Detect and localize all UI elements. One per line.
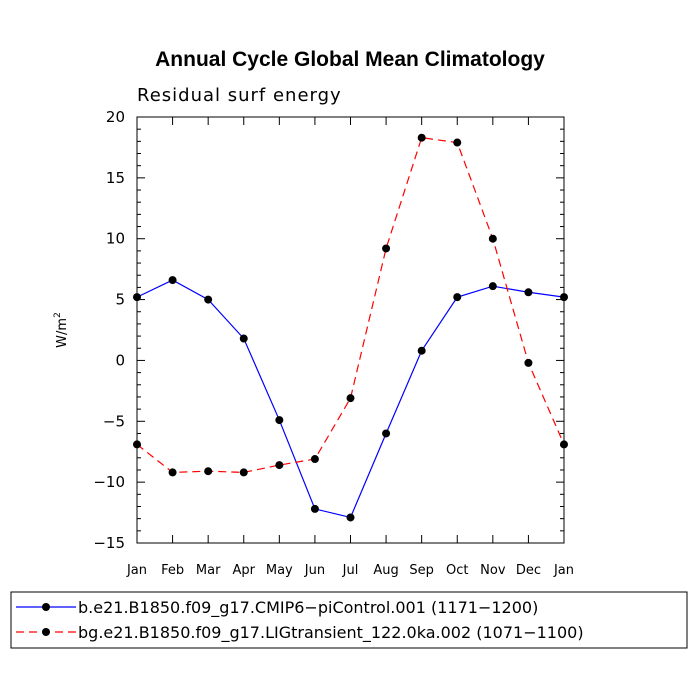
x-tick-label: Feb	[161, 563, 184, 578]
y-tick-label: 0	[115, 351, 125, 369]
legend-marker-2	[42, 628, 50, 636]
series-1-point	[133, 293, 141, 302]
x-tick-label: Nov	[480, 563, 506, 578]
series-1-point	[417, 346, 426, 355]
series-1-point	[239, 334, 248, 343]
series-2-point	[204, 467, 213, 476]
series-1-point	[560, 293, 568, 302]
series-2-point	[560, 440, 568, 449]
legend: b.e21.B1850.f09_g17.CMIP6−piControl.001 …	[10, 591, 688, 649]
series-2-point	[346, 394, 355, 403]
y-tick-label: −5	[103, 412, 125, 430]
series-2-point	[524, 358, 533, 367]
series-1-point	[382, 429, 391, 438]
x-tick-label: Jan	[553, 563, 574, 578]
legend-label-1: b.e21.B1850.f09_g17.CMIP6−piControl.001 …	[78, 598, 538, 618]
series-1-point	[168, 276, 177, 285]
x-tick-label: Jul	[342, 563, 359, 578]
series-2-point	[133, 440, 141, 449]
x-tick-label: Aug	[373, 563, 398, 578]
series-1-point	[275, 416, 284, 425]
x-tick-label: Jan	[126, 563, 147, 578]
plot-frame	[136, 116, 565, 544]
x-tick-label: Oct	[446, 563, 468, 578]
series-1-point	[346, 513, 355, 522]
y-tick-label: 5	[115, 291, 125, 309]
chart-title: Annual Cycle Global Mean Climatology	[155, 48, 545, 71]
x-tick-label: Dec	[516, 563, 541, 578]
ticks: −15 −10 −5 0 5 10 15 20 Jan Feb Mar Apr May Jun Jul Aug…	[93, 108, 574, 578]
x-tick-label: Sep	[409, 563, 434, 578]
chart-subtitle: Residual surf energy	[137, 85, 342, 106]
y-tick-label: 20	[106, 108, 125, 126]
y-tick-label: 15	[106, 169, 125, 187]
y-axis-label-text: W/m	[55, 318, 70, 348]
series-1-point	[453, 293, 462, 302]
series-2-point	[453, 138, 462, 147]
axes	[136, 116, 565, 544]
series-2-point	[488, 234, 497, 243]
legend-box	[10, 591, 688, 649]
series-1-point	[488, 282, 497, 291]
y-axis-label: W/m2	[53, 312, 70, 348]
series-2-point	[275, 461, 284, 470]
x-tick-label: Apr	[233, 563, 256, 578]
x-tick-label: Mar	[196, 563, 221, 578]
series-1-point	[204, 295, 213, 304]
y-tick-label: −10	[93, 473, 125, 491]
series-2-point	[382, 244, 391, 253]
series	[133, 133, 568, 522]
y-tick-label: 10	[106, 230, 125, 248]
series-2-point	[168, 468, 177, 477]
series-2-point	[310, 455, 319, 464]
series-2-point	[239, 468, 248, 477]
legend-marker-1	[42, 603, 50, 611]
series-2-point	[417, 133, 426, 142]
x-tick-label: Jun	[304, 563, 325, 578]
series-1-point	[524, 288, 533, 297]
series-1-point	[310, 504, 319, 513]
y-axis-label-superscript: 2	[53, 312, 63, 318]
x-tick-label: May	[266, 563, 293, 578]
legend-label-2: bg.e21.B1850.f09_g17.LIGtransient_122.0k…	[78, 623, 584, 643]
y-tick-label: −15	[93, 534, 125, 552]
series-line-2	[136, 137, 565, 474]
